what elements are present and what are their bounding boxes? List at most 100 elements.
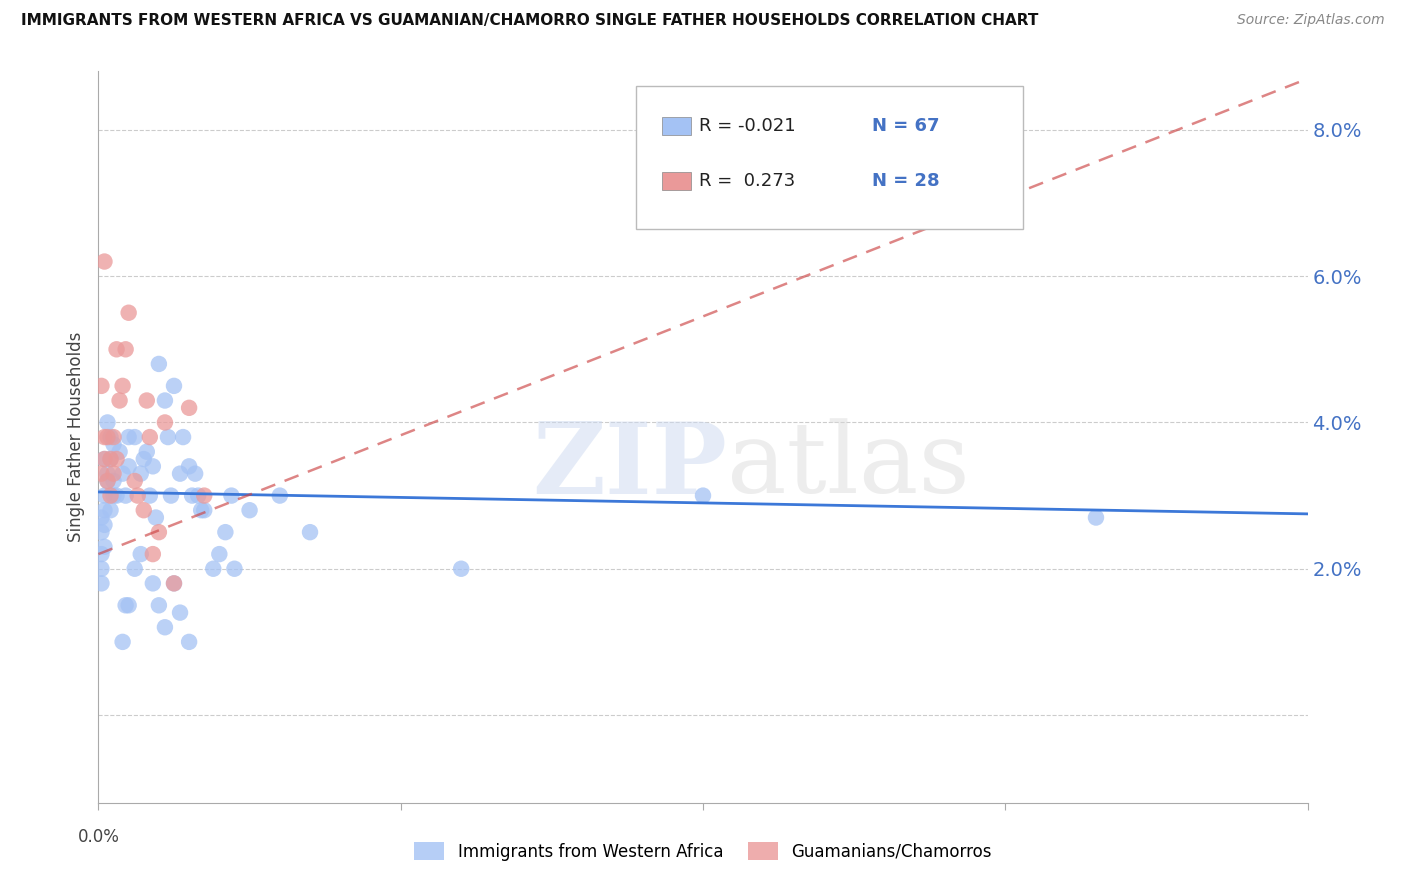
Point [129,467,152,481]
Point [90,576,112,591]
FancyBboxPatch shape [662,118,690,135]
Point [450,562,472,576]
Point [93,452,115,467]
Point [179,401,201,415]
Point [148,525,170,540]
Point [145,510,167,524]
Point [96,467,118,481]
Point [221,489,243,503]
Point [111,379,134,393]
Point [90,562,112,576]
Point [118,459,141,474]
Text: R = -0.021: R = -0.021 [699,117,796,136]
Point [269,489,291,503]
Point [127,489,149,503]
Point [163,379,186,393]
Point [142,576,165,591]
Point [105,343,128,357]
Point [93,503,115,517]
FancyBboxPatch shape [637,86,1024,228]
Point [93,517,115,532]
Text: N = 28: N = 28 [872,172,939,190]
Point [93,452,115,467]
Point [124,430,146,444]
Point [93,489,115,503]
Text: ZIP: ZIP [533,417,727,515]
Text: Source: ZipAtlas.com: Source: ZipAtlas.com [1237,13,1385,28]
Point [103,489,125,503]
Point [169,467,191,481]
Point [114,343,136,357]
Point [100,452,122,467]
Text: atlas: atlas [727,418,970,514]
Point [103,430,125,444]
Point [169,606,191,620]
Point [96,474,118,488]
Point [90,510,112,524]
Point [124,562,146,576]
Point [142,459,165,474]
Point [153,620,176,634]
Point [132,452,155,467]
Point [96,474,118,488]
Point [187,489,209,503]
Point [103,467,125,481]
Point [114,489,136,503]
Point [100,489,122,503]
Text: N = 67: N = 67 [872,117,939,136]
Point [108,444,131,458]
Point [100,430,122,444]
Point [239,503,262,517]
Point [118,430,141,444]
Point [156,430,179,444]
Point [193,503,215,517]
Point [129,547,152,561]
Point [108,393,131,408]
Point [1085,510,1108,524]
Point [179,459,201,474]
Point [179,635,201,649]
Point [181,489,204,503]
Point [100,503,122,517]
Point [105,489,128,503]
Text: IMMIGRANTS FROM WESTERN AFRICA VS GUAMANIAN/CHAMORRO SINGLE FATHER HOUSEHOLDS CO: IMMIGRANTS FROM WESTERN AFRICA VS GUAMAN… [21,13,1039,29]
Point [163,576,186,591]
Point [202,562,225,576]
Point [118,306,141,320]
Y-axis label: Single Father Households: Single Father Households [67,332,86,542]
Point [184,467,207,481]
Point [224,562,246,576]
Point [148,599,170,613]
Text: R =  0.273: R = 0.273 [699,172,796,190]
Text: 0.0%: 0.0% [77,829,120,847]
Point [93,254,115,268]
Point [90,467,112,481]
Point [103,437,125,451]
Point [153,393,176,408]
Point [93,430,115,444]
Point [111,635,134,649]
Point [135,393,157,408]
Point [103,474,125,488]
Point [193,489,215,503]
Point [208,547,231,561]
Point [163,576,186,591]
Point [190,503,212,517]
Point [118,599,141,613]
Point [90,547,112,561]
Point [135,444,157,458]
Point [142,547,165,561]
Point [114,599,136,613]
Point [100,452,122,467]
Point [105,452,128,467]
Point [90,379,112,393]
Point [139,489,162,503]
Point [692,489,714,503]
FancyBboxPatch shape [662,172,690,190]
Point [96,416,118,430]
Point [172,430,194,444]
Point [124,474,146,488]
Point [153,416,176,430]
Point [111,467,134,481]
Point [90,525,112,540]
